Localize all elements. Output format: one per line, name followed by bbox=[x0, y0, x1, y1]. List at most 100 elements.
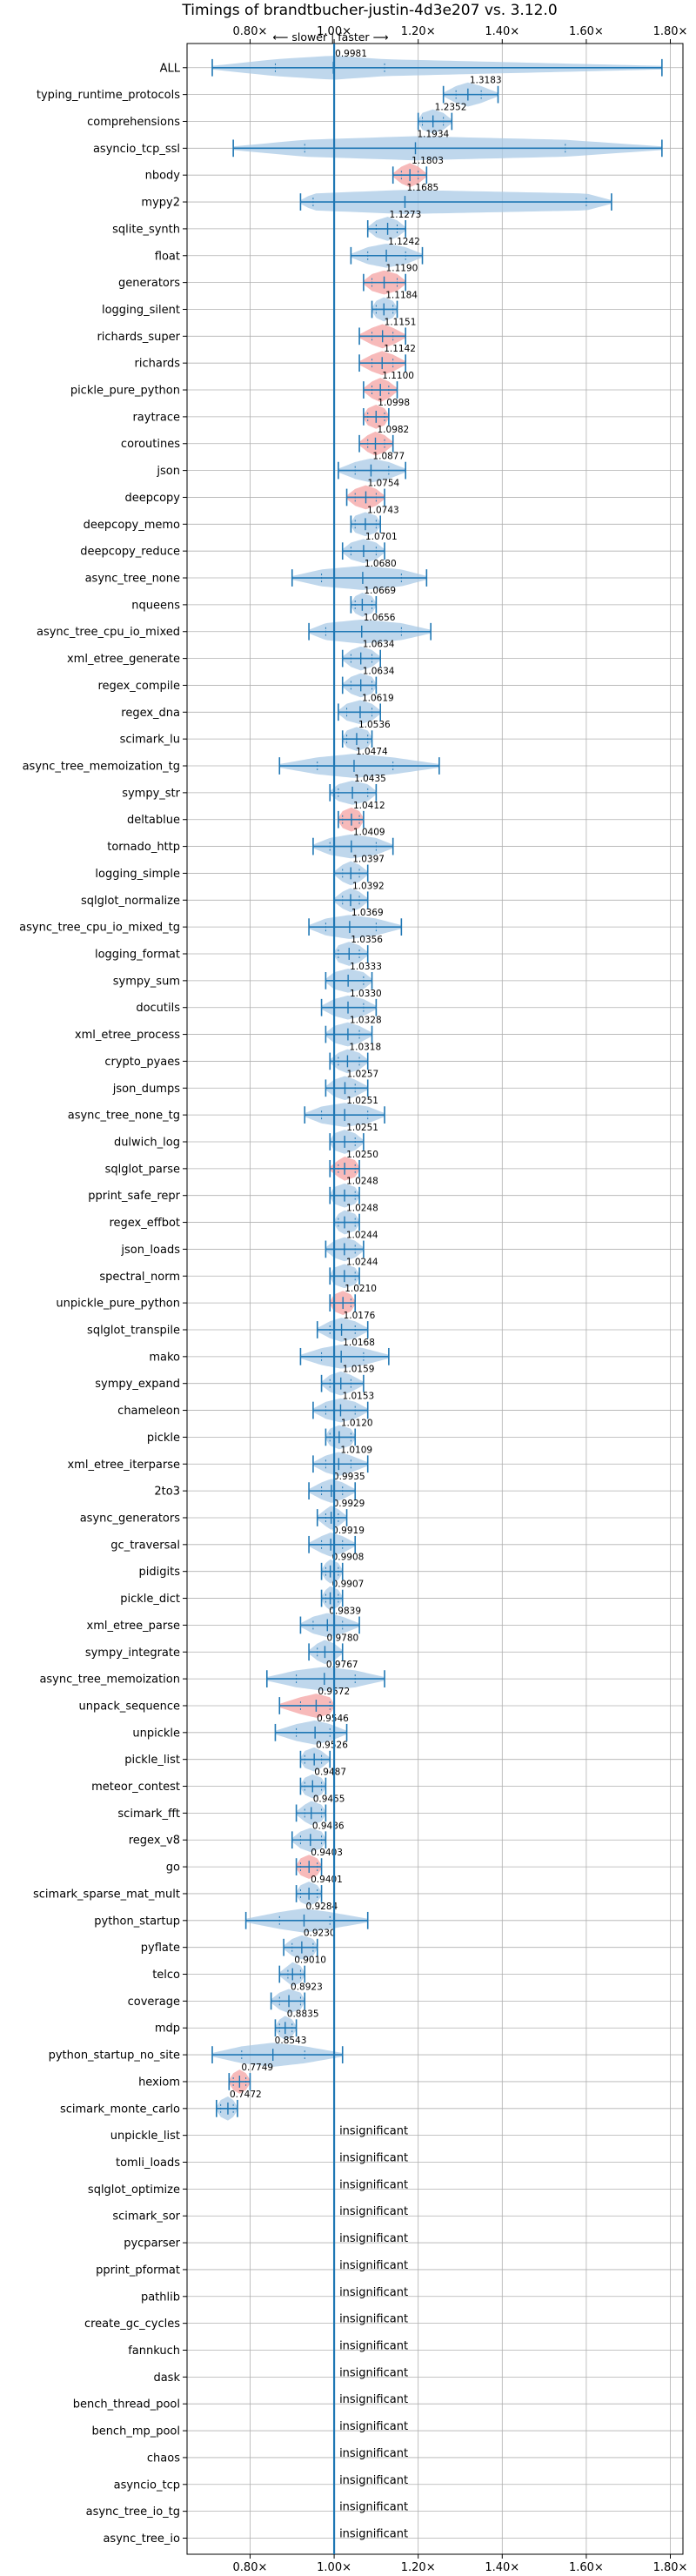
benchmark-name-label: dulwich_log bbox=[114, 1136, 180, 1149]
benchmark-name-label: scimark_monte_carlo bbox=[60, 2103, 180, 2116]
value-label: 1.0333 bbox=[350, 962, 382, 972]
insignificant-label: insignificant bbox=[339, 2339, 408, 2352]
x-tick-label-bottom: 0.80× bbox=[233, 2561, 268, 2574]
label-layer: 0.9981 1.3183 1.2352 1.1934 1.1803 1.1685 1.12… bbox=[230, 49, 502, 2541]
benchmark-name-label: async_tree_io bbox=[103, 2532, 180, 2546]
benchmark-name-label: asyncio_tcp_ssl bbox=[93, 143, 180, 156]
value-label: 1.0754 bbox=[367, 479, 399, 489]
benchmark-name-label: sqlglot_parse bbox=[105, 1163, 180, 1176]
benchmark-name-label: pprint_safe_repr bbox=[88, 1190, 180, 1203]
value-label: 1.0250 bbox=[346, 1150, 378, 1160]
benchmark-name-label: async_tree_memoization bbox=[39, 1674, 180, 1687]
benchmark-name-label: generators bbox=[118, 277, 180, 290]
axis-layer: 0.80× 0.80× 1.00× 1.00× 1.20× 1.20× 1.40× 1.40×… bbox=[19, 25, 687, 2574]
value-label: 1.0210 bbox=[345, 1284, 377, 1294]
benchmark-name-label: float bbox=[155, 250, 180, 263]
benchmark-name-label: pathlib bbox=[141, 2291, 180, 2304]
value-label: 1.0412 bbox=[353, 801, 385, 811]
value-label: 1.0392 bbox=[352, 881, 385, 891]
x-tick-label-bottom: 1.40× bbox=[485, 2561, 519, 2574]
value-label: 1.1151 bbox=[385, 317, 417, 327]
value-label: 0.9935 bbox=[333, 1472, 365, 1482]
benchmark-name-label: sqlglot_transpile bbox=[87, 1324, 180, 1337]
benchmark-name-label: chaos bbox=[147, 2452, 180, 2465]
benchmark-name-label: xml_etree_generate bbox=[67, 653, 180, 666]
insignificant-label: insignificant bbox=[339, 2125, 408, 2138]
value-label: 1.1273 bbox=[390, 210, 422, 220]
value-label: 1.0369 bbox=[351, 908, 384, 918]
value-label: 1.1934 bbox=[417, 129, 449, 139]
benchmark-name-label: pycparser bbox=[124, 2237, 180, 2251]
x-tick-label-bottom: 1.00× bbox=[317, 2561, 351, 2574]
benchmark-name-label: fannkuch bbox=[128, 2345, 180, 2358]
x-tick-label-top: 0.80× bbox=[233, 25, 268, 38]
value-label: 0.9526 bbox=[316, 1741, 348, 1751]
benchmark-name-label: nqueens bbox=[131, 599, 180, 612]
benchmark-name-label: async_tree_memoization_tg bbox=[23, 761, 180, 774]
benchmark-name-label: regex_effbot bbox=[109, 1217, 180, 1230]
insignificant-label: insignificant bbox=[339, 2447, 408, 2460]
benchmark-name-label: coroutines bbox=[121, 438, 180, 451]
value-label: 0.8835 bbox=[287, 2009, 319, 2019]
benchmark-name-label: tomli_loads bbox=[116, 2157, 180, 2170]
benchmark-name-label: regex_compile bbox=[97, 680, 180, 693]
value-label: 0.9436 bbox=[312, 1821, 345, 1831]
benchmark-name-label: sqlglot_optimize bbox=[88, 2184, 180, 2197]
value-label: 0.9403 bbox=[311, 1848, 343, 1858]
x-tick-label-top: 1.40× bbox=[485, 25, 519, 38]
direction-label: ⟵ slower | faster ⟶ bbox=[273, 30, 389, 44]
value-label: 1.1803 bbox=[412, 156, 444, 166]
value-label: 0.9455 bbox=[313, 1794, 345, 1804]
benchmark-name-label: deepcopy_reduce bbox=[80, 546, 180, 559]
benchmark-name-label: pickle_pure_python bbox=[70, 385, 180, 398]
benchmark-name-label: meteor_contest bbox=[91, 1781, 180, 1794]
value-label: 1.1190 bbox=[386, 264, 418, 274]
benchmark-name-label: tornado_http bbox=[107, 841, 180, 854]
value-label: 1.0168 bbox=[343, 1338, 375, 1348]
benchmark-name-label: xml_etree_iterparse bbox=[67, 1459, 180, 1472]
benchmark-name-label: docutils bbox=[136, 1002, 180, 1015]
x-tick-label-top: 1.20× bbox=[401, 25, 436, 38]
insignificant-label: insignificant bbox=[339, 2366, 408, 2379]
x-tick-label-bottom: 1.60× bbox=[569, 2561, 604, 2574]
value-label: 1.0982 bbox=[378, 425, 410, 435]
value-label: 1.0248 bbox=[346, 1204, 378, 1214]
value-label: 1.0680 bbox=[365, 559, 397, 569]
value-label: 1.0159 bbox=[343, 1365, 375, 1375]
value-label: 0.9401 bbox=[311, 1875, 343, 1885]
value-label: 0.9929 bbox=[333, 1499, 365, 1509]
benchmark-name-label: dask bbox=[153, 2371, 180, 2385]
value-label: 1.1142 bbox=[384, 344, 416, 354]
value-label: 0.8923 bbox=[291, 1982, 323, 1992]
benchmark-name-label: richards_super bbox=[97, 331, 180, 344]
benchmark-name-label: crypto_pyaes bbox=[104, 1056, 180, 1069]
value-label: 0.9284 bbox=[305, 1902, 338, 1912]
benchmark-name-label: mako bbox=[149, 1351, 180, 1364]
value-label: 1.3183 bbox=[470, 76, 502, 86]
benchmark-name-label: async_tree_none_tg bbox=[68, 1110, 180, 1123]
value-label: 1.0877 bbox=[372, 452, 405, 462]
value-label: 0.9839 bbox=[329, 1606, 361, 1616]
value-label: 1.0153 bbox=[342, 1392, 374, 1402]
value-label: 1.0998 bbox=[378, 398, 410, 408]
benchmark-name-label: async_generators bbox=[80, 1512, 181, 1525]
benchmark-name-label: 2to3 bbox=[154, 1486, 180, 1499]
value-label: 0.9010 bbox=[294, 1955, 326, 1966]
benchmark-name-label: pprint_pformat bbox=[96, 2264, 180, 2277]
benchmark-name-label: pidigits bbox=[139, 1566, 181, 1579]
x-tick-label-bottom: 1.20× bbox=[401, 2561, 436, 2574]
insignificant-label: insignificant bbox=[339, 2501, 408, 2514]
benchmark-name-label: pyflate bbox=[141, 1942, 180, 1955]
value-label: 1.0669 bbox=[364, 586, 396, 596]
value-label: 0.9230 bbox=[304, 1929, 336, 1939]
value-label: 0.9907 bbox=[332, 1580, 365, 1590]
benchmark-name-label: logging_simple bbox=[95, 868, 180, 881]
benchmark-name-label: python_startup bbox=[94, 1915, 180, 1928]
value-label: 1.0251 bbox=[346, 1123, 378, 1133]
benchmark-name-label: bench_mp_pool bbox=[91, 2425, 180, 2438]
insignificant-label: insignificant bbox=[339, 2420, 408, 2433]
value-label: 1.0634 bbox=[363, 640, 395, 650]
benchmark-name-label: python_startup_no_site bbox=[49, 2049, 180, 2063]
value-label: 1.0536 bbox=[358, 720, 391, 730]
